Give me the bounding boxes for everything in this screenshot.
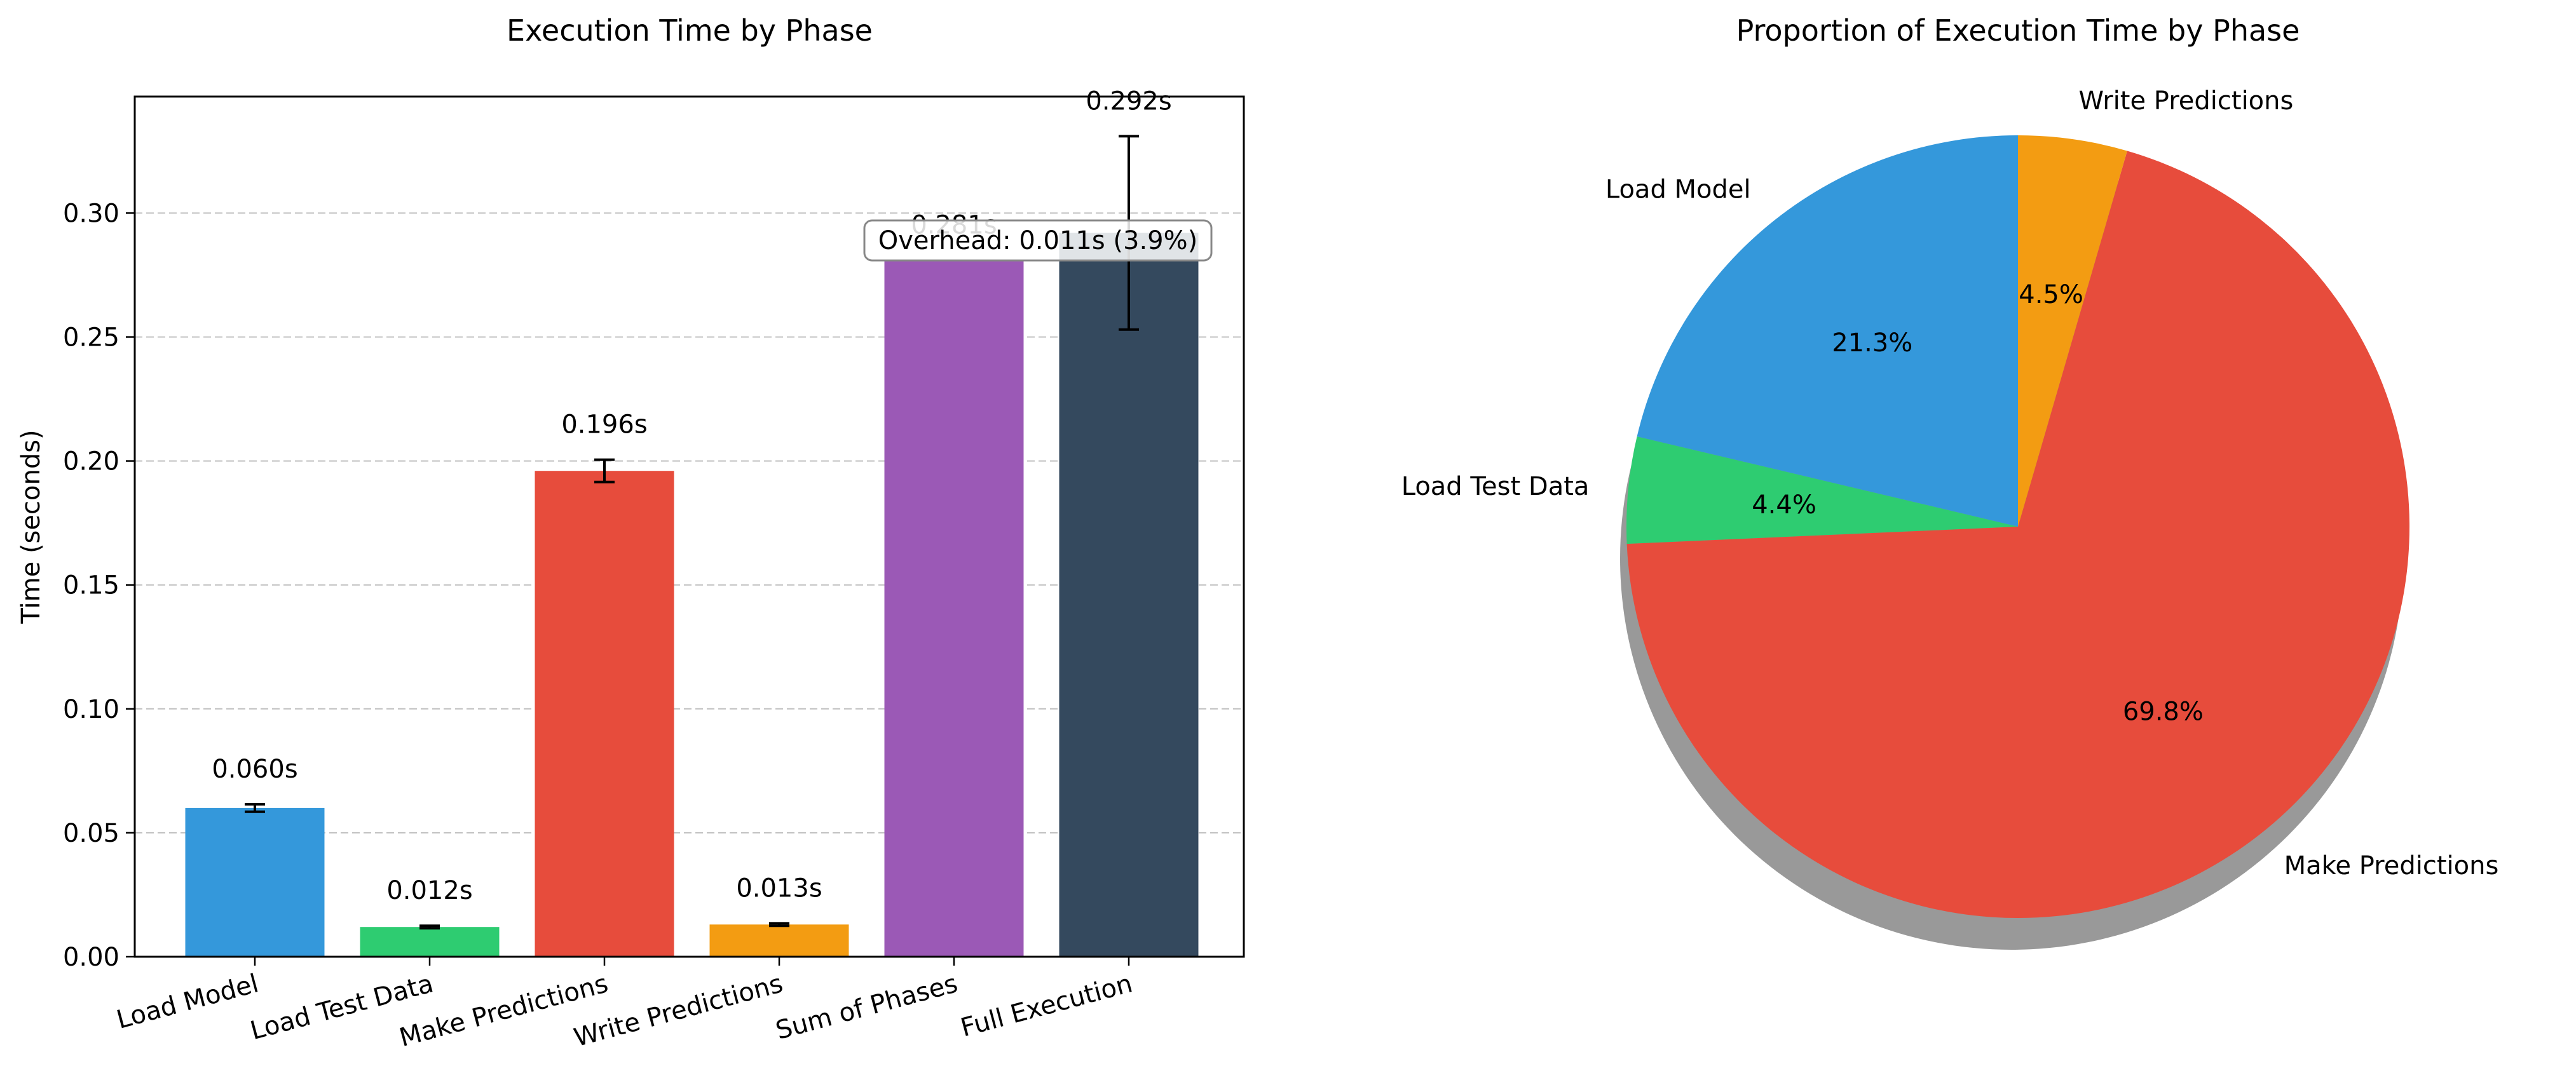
bar bbox=[535, 471, 674, 957]
bar-chart-title: Execution Time by Phase bbox=[507, 13, 873, 48]
bar bbox=[884, 260, 1024, 957]
pie-percent-label: 4.5% bbox=[2019, 280, 2083, 309]
y-tick-label: 0.15 bbox=[63, 571, 119, 600]
value-label: 0.013s bbox=[736, 874, 822, 903]
pie-slice bbox=[1637, 135, 2018, 527]
pie-chart: Proportion of Execution Time by Phase 21… bbox=[1401, 13, 2499, 950]
y-tick-label: 0.25 bbox=[63, 323, 119, 352]
y-tick-label: 0.05 bbox=[63, 819, 119, 848]
overhead-annotation-text: Overhead: 0.011s (3.9%) bbox=[878, 226, 1197, 255]
pie-chart-title: Proportion of Execution Time by Phase bbox=[1736, 13, 2300, 48]
value-label: 0.292s bbox=[1086, 86, 1171, 116]
value-label: 0.196s bbox=[561, 410, 647, 440]
pie-percent-label: 21.3% bbox=[1832, 328, 1912, 358]
y-tick-label: 0.10 bbox=[63, 695, 119, 724]
pie-slice-label: Make Predictions bbox=[2284, 851, 2499, 881]
pie-slices bbox=[1626, 135, 2409, 918]
pie-slice bbox=[1626, 151, 2409, 918]
pie-slice-label: Write Predictions bbox=[2078, 86, 2293, 116]
pie-slice bbox=[1626, 436, 2018, 544]
bar-series bbox=[185, 233, 1199, 957]
pie-percent-label: 4.4% bbox=[1752, 490, 1816, 520]
overhead-annotation: Overhead: 0.011s (3.9%) bbox=[863, 219, 1213, 262]
bar bbox=[360, 927, 500, 957]
value-label: 0.012s bbox=[386, 876, 472, 905]
y-axis-label: Time (seconds) bbox=[17, 429, 46, 624]
y-tick-label: 0.00 bbox=[63, 943, 119, 972]
y-tick-label: 0.20 bbox=[63, 447, 119, 476]
bar bbox=[1059, 233, 1199, 957]
bar bbox=[709, 924, 849, 957]
pie-slice bbox=[2018, 135, 2127, 527]
pie-slice-label: Load Test Data bbox=[1401, 472, 1590, 501]
overhead-annotation-box bbox=[863, 219, 1213, 262]
value-label: 0.060s bbox=[212, 755, 297, 784]
pie-slice-label: Load Model bbox=[1605, 175, 1751, 205]
pie-percent-label: 69.8% bbox=[2123, 698, 2204, 727]
bar bbox=[185, 807, 325, 957]
pie-labels: 21.3% Load Model 4.4% Load Test Data 69.8% Ma… bbox=[1401, 86, 2499, 881]
y-axis-ticks: 0.00 0.05 0.10 0.15 0.20 0.25 0.30 bbox=[63, 199, 135, 972]
y-tick-label: 0.30 bbox=[63, 199, 119, 228]
plot-frame bbox=[133, 95, 1245, 958]
